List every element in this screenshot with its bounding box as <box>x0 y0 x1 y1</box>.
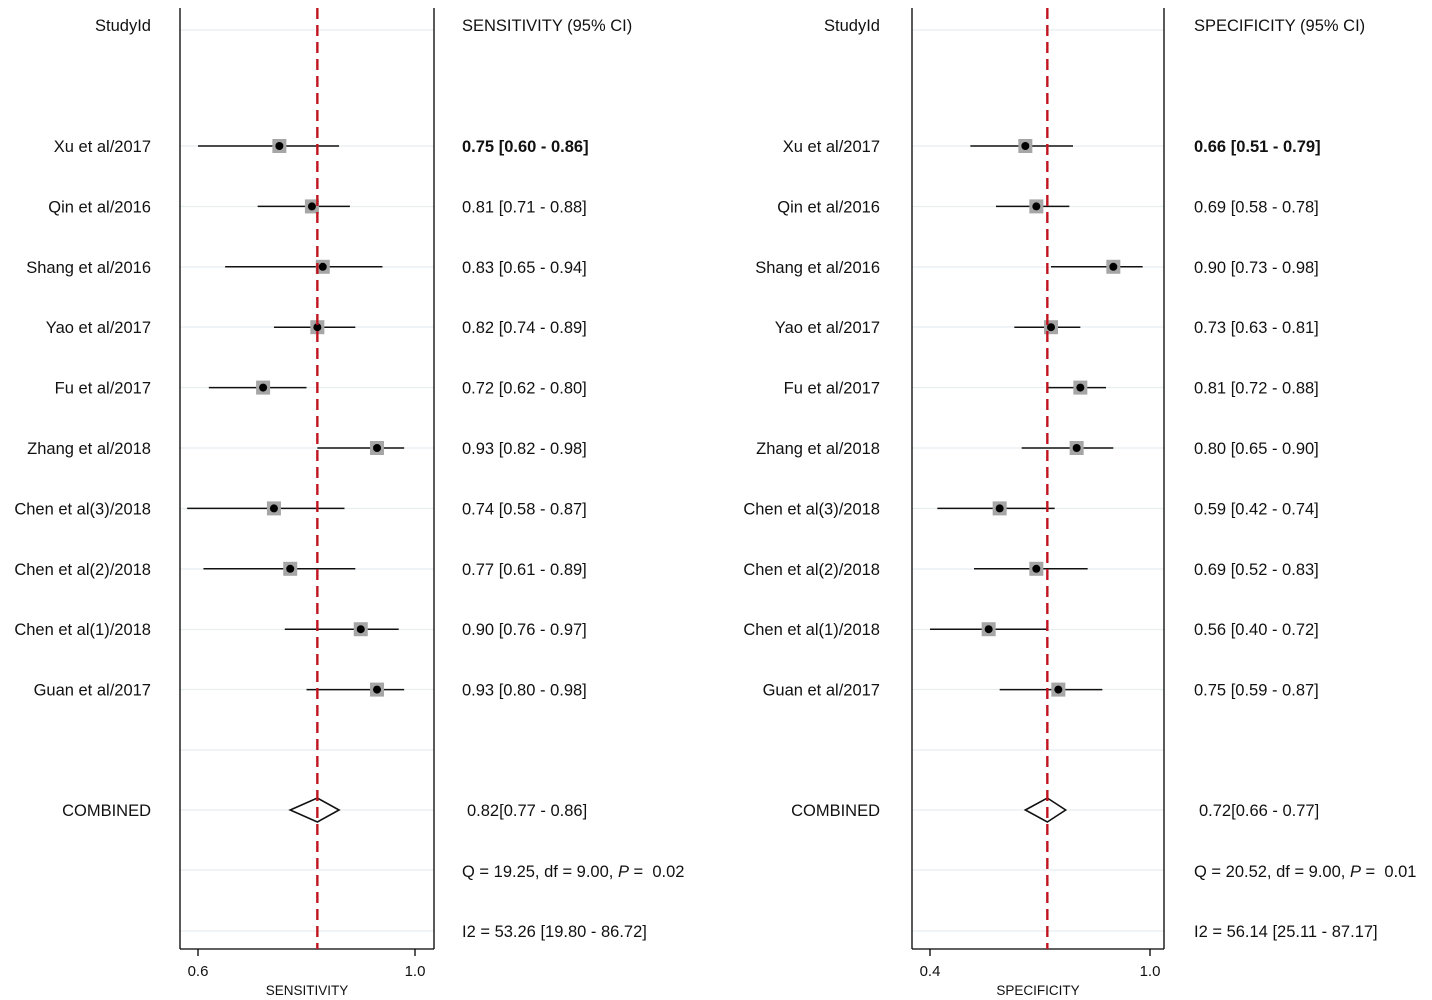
heterogeneity-i2-stat: I2 = 56.14 [25.11 - 87.17] <box>1194 923 1378 941</box>
x-tick-label: 1.0 <box>1140 963 1161 980</box>
point-estimate-marker <box>259 383 268 392</box>
study-label: Yao et al/2017 <box>46 319 151 337</box>
q-stat-prefix: Q = 19.25, df = 9.00, <box>462 863 618 881</box>
ci-column-header: SPECIFICITY (95% CI) <box>1194 17 1365 35</box>
point-estimate-marker <box>1054 685 1063 694</box>
point-estimate-marker <box>313 323 322 332</box>
study-label: Yao et al/2017 <box>775 319 880 337</box>
x-axis-label: SPECIFICITY <box>996 983 1079 998</box>
study-ci-value: 0.69 [0.52 - 0.83] <box>1194 561 1319 579</box>
point-estimate-marker <box>275 142 284 150</box>
study-label: Xu et al/2017 <box>783 138 880 156</box>
study-ci-value: 0.81 [0.71 - 0.88] <box>462 198 587 216</box>
point-estimate-marker <box>318 262 327 271</box>
point-estimate-marker <box>373 685 382 694</box>
point-estimate-marker <box>1109 262 1118 271</box>
x-axis-label: SENSITIVITY <box>266 983 349 998</box>
study-label: Chen et al(1)/2018 <box>14 621 151 639</box>
study-ci-value: 0.73 [0.63 - 0.81] <box>1194 319 1319 337</box>
study-ci-value: 0.81 [0.72 - 0.88] <box>1194 380 1319 398</box>
point-estimate-marker <box>307 202 316 211</box>
study-column-header: StudyId <box>824 17 880 35</box>
study-ci-value: 0.93 [0.80 - 0.98] <box>462 682 587 700</box>
study-label: Chen et al(3)/2018 <box>743 500 880 518</box>
combined-label: COMBINED <box>791 802 880 820</box>
p-symbol: P <box>1350 863 1361 881</box>
point-estimate-marker <box>1072 444 1081 452</box>
combined-estimate-diamond <box>288 797 341 823</box>
study-label: Chen et al(1)/2018 <box>743 621 880 639</box>
combined-estimate-diamond <box>1023 797 1068 823</box>
study-column-header: StudyId <box>95 17 151 35</box>
p-symbol: P <box>618 863 629 881</box>
point-estimate-marker <box>356 625 365 634</box>
point-estimate-marker <box>1047 323 1055 332</box>
x-tick-label: 0.6 <box>188 963 209 980</box>
study-label: Shang et al/2016 <box>755 259 880 277</box>
heterogeneity-q-stat: Q = 19.25, df = 9.00, P = 0.02 <box>462 863 684 881</box>
study-label: Guan et al/2017 <box>763 682 880 700</box>
heterogeneity-i2-stat: I2 = 53.26 [19.80 - 86.72] <box>462 923 647 941</box>
x-tick-label: 1.0 <box>405 963 426 980</box>
point-estimate-marker <box>373 444 382 452</box>
study-label: Qin et al/2016 <box>48 198 151 216</box>
study-ci-value: 0.93 [0.82 - 0.98] <box>462 440 587 458</box>
study-label: Chen et al(2)/2018 <box>14 561 151 579</box>
study-ci-value: 0.77 [0.61 - 0.89] <box>462 561 587 579</box>
study-label: Guan et al/2017 <box>34 682 151 700</box>
combined-label: COMBINED <box>62 802 151 820</box>
point-estimate-marker <box>995 504 1004 513</box>
point-estimate-marker <box>1032 564 1041 573</box>
study-ci-value: 0.66 [0.51 - 0.79] <box>1194 138 1321 156</box>
forest-panel-1: 0.6 1.0 SENSITIVITY StudyId SENSITIVITY (95%… <box>14 8 684 998</box>
study-ci-value: 0.75 [0.60 - 0.86] <box>462 138 589 156</box>
ci-column-header: SENSITIVITY (95% CI) <box>462 17 632 35</box>
q-stat-suffix: = 0.01 <box>1361 863 1417 881</box>
study-label: Fu et al/2017 <box>784 380 880 398</box>
study-ci-value: 0.90 [0.76 - 0.97] <box>462 621 587 639</box>
study-label: Zhang et al/2018 <box>27 440 151 458</box>
study-label: Shang et al/2016 <box>26 259 151 277</box>
x-tick-label: 0.4 <box>920 963 941 980</box>
point-estimate-marker <box>1076 383 1085 392</box>
q-stat-prefix: Q = 20.52, df = 9.00, <box>1194 863 1350 881</box>
point-estimate-marker <box>984 625 993 634</box>
study-ci-value: 0.56 [0.40 - 0.72] <box>1194 621 1319 639</box>
forest-panel-2: 0.4 1.0 SPECIFICITY StudyId SPECIFICITY (95%… <box>743 8 1416 998</box>
study-ci-value: 0.83 [0.65 - 0.94] <box>462 259 587 277</box>
combined-ci-value: 0.72[0.66 - 0.77] <box>1199 802 1319 820</box>
q-stat-suffix: = 0.02 <box>629 863 685 881</box>
combined-ci-value: 0.82[0.77 - 0.86] <box>467 802 587 820</box>
point-estimate-marker <box>286 564 295 573</box>
study-ci-value: 0.75 [0.59 - 0.87] <box>1194 682 1319 700</box>
study-label: Xu et al/2017 <box>54 138 151 156</box>
study-ci-value: 0.74 [0.58 - 0.87] <box>462 500 587 518</box>
study-ci-value: 0.90 [0.73 - 0.98] <box>1194 259 1319 277</box>
study-label: Fu et al/2017 <box>55 380 151 398</box>
study-label: Chen et al(3)/2018 <box>14 500 151 518</box>
study-ci-value: 0.80 [0.65 - 0.90] <box>1194 440 1319 458</box>
study-label: Zhang et al/2018 <box>756 440 880 458</box>
study-ci-value: 0.72 [0.62 - 0.80] <box>462 380 587 398</box>
point-estimate-marker <box>269 504 278 513</box>
point-estimate-marker <box>1021 142 1030 150</box>
study-ci-value: 0.82 [0.74 - 0.89] <box>462 319 587 337</box>
point-estimate-marker <box>1032 202 1041 211</box>
heterogeneity-q-stat: Q = 20.52, df = 9.00, P = 0.01 <box>1194 863 1416 881</box>
study-label: Chen et al(2)/2018 <box>743 561 880 579</box>
study-label: Qin et al/2016 <box>777 198 880 216</box>
study-ci-value: 0.59 [0.42 - 0.74] <box>1194 500 1319 518</box>
study-ci-value: 0.69 [0.58 - 0.78] <box>1194 198 1319 216</box>
